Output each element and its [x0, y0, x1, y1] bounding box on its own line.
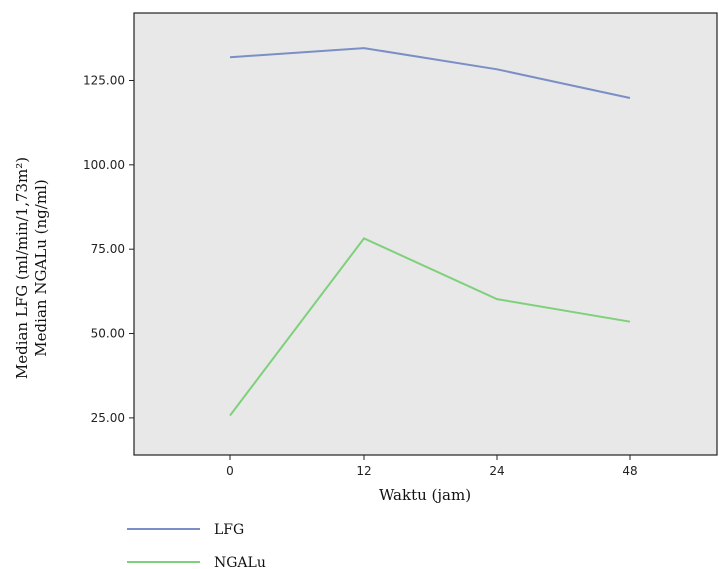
y-tick-label: 125.00 [83, 73, 125, 87]
y-axis: 25.00 50.00 75.00 100.00 125.00 [83, 73, 134, 425]
plot-area [133, 12, 718, 456]
y-tick-label: 50.00 [91, 327, 125, 341]
series-lines [229, 47, 631, 417]
y-axis-title-line2: Median NGALu (ng/ml) [32, 179, 50, 356]
x-axis: 0 12 24 48 [226, 455, 638, 478]
series-line-lfg [229, 47, 631, 99]
legend-label-lfg: LFG [214, 522, 244, 538]
y-axis-title-line1: Median LFG (ml/min/1,73m²) [13, 157, 31, 379]
x-axis-title: Waktu (jam) [379, 486, 471, 504]
y-tick-label: 100.00 [83, 158, 125, 172]
x-tick-label: 12 [356, 464, 371, 478]
y-tick-label: 75.00 [91, 242, 125, 256]
legend: LFG NGALu [127, 522, 266, 569]
x-tick-label: 24 [489, 464, 504, 478]
legend-label-ngalu: NGALu [214, 555, 266, 569]
x-tick-label: 48 [622, 464, 637, 478]
x-tick-label: 0 [226, 464, 234, 478]
series-line-ngalu [229, 237, 631, 417]
y-tick-label: 25.00 [91, 411, 125, 425]
